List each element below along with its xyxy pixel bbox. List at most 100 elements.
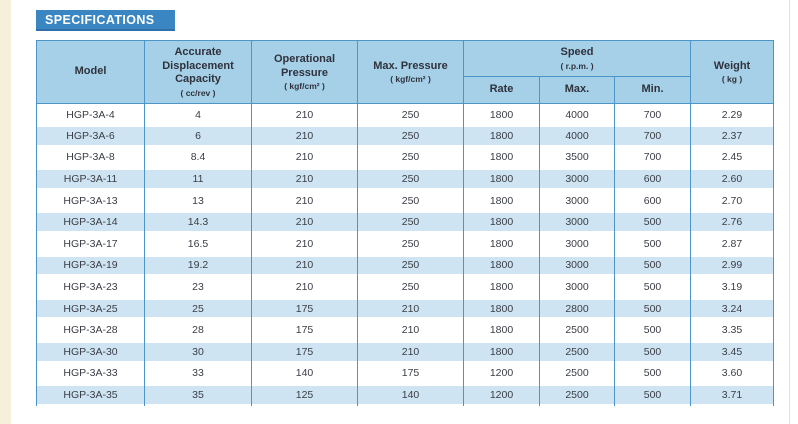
col-header-speed-rate-label: Rate: [489, 83, 514, 96]
col-header-speed-label: Speed: [560, 46, 594, 59]
cell-speed-rate: 1200: [463, 362, 540, 385]
cell-speed-max: 2500: [539, 362, 615, 385]
cell-operational-pressure: 210: [251, 211, 358, 234]
cell-speed-min: 600: [614, 189, 691, 212]
col-header-max-pressure-label: Max. Pressure: [373, 59, 448, 72]
cell-model: HGP-3A-4: [36, 103, 145, 126]
cell-speed-min: 500: [614, 341, 691, 363]
cell-max-pressure: 175: [357, 362, 464, 385]
col-header-speed-unit: ( r.p.m. ): [560, 60, 594, 71]
cell-speed-max: 4000: [539, 103, 615, 126]
spec-table-body: HGP-3A-4 4 210 250 1800 4000 700 2.29 HG…: [36, 103, 774, 406]
cell-weight: 3.19: [690, 276, 774, 298]
table-row: HGP-3A-30 30 175 210 1800 2500 500 3.45: [36, 341, 774, 363]
table-row: HGP-3A-19 19.2 210 250 1800 3000 500 2.9…: [36, 254, 774, 277]
cell-operational-pressure: 210: [251, 254, 358, 277]
cell-speed-rate: 1800: [463, 297, 540, 320]
cell-operational-pressure: 175: [251, 297, 358, 320]
cell-operational-pressure: 210: [251, 168, 358, 190]
cell-max-pressure: 140: [357, 384, 464, 406]
cell-speed-rate: 1800: [463, 189, 540, 212]
cell-displacement-capacity: 25: [144, 297, 252, 320]
cell-displacement-capacity: 19.2: [144, 254, 252, 277]
cell-max-pressure: 250: [357, 125, 464, 147]
cell-weight: 2.99: [690, 254, 774, 277]
col-header-weight-unit: ( kg ): [721, 74, 743, 85]
cell-operational-pressure: 210: [251, 233, 358, 255]
col-header-displacement-capacity: Accurate Displacement Capacity ( cc/rev …: [144, 40, 252, 104]
cell-displacement-capacity: 6: [144, 125, 252, 147]
col-header-speed-group: Speed ( r.p.m. ): [463, 40, 691, 77]
cell-max-pressure: 210: [357, 341, 464, 363]
cell-operational-pressure: 210: [251, 146, 358, 169]
col-header-speed-min: Min.: [614, 76, 691, 104]
cell-operational-pressure: 140: [251, 362, 358, 385]
col-header-speed-min-label: Min.: [641, 83, 664, 96]
cell-displacement-capacity: 14.3: [144, 211, 252, 234]
cell-displacement-capacity: 8.4: [144, 146, 252, 169]
cell-operational-pressure: 125: [251, 384, 358, 406]
cell-speed-max: 3000: [539, 189, 615, 212]
page-left-margin-strip: [0, 0, 11, 424]
page-right-edge-line: [789, 0, 790, 424]
cell-displacement-capacity: 33: [144, 362, 252, 385]
cell-speed-min: 600: [614, 168, 691, 190]
col-header-model-label: Model: [74, 65, 107, 78]
cell-weight: 2.60: [690, 168, 774, 190]
cell-max-pressure: 250: [357, 233, 464, 255]
cell-speed-max: 3000: [539, 254, 615, 277]
cell-speed-min: 500: [614, 254, 691, 277]
cell-displacement-capacity: 30: [144, 341, 252, 363]
cell-weight: 2.76: [690, 211, 774, 234]
cell-operational-pressure: 210: [251, 189, 358, 212]
cell-max-pressure: 250: [357, 146, 464, 169]
cell-speed-min: 700: [614, 103, 691, 126]
specifications-table: Model Accurate Displacement Capacity ( c…: [36, 40, 774, 406]
cell-speed-max: 2500: [539, 384, 615, 406]
cell-speed-min: 700: [614, 146, 691, 169]
cell-speed-max: 3000: [539, 168, 615, 190]
cell-speed-max: 4000: [539, 125, 615, 147]
cell-weight: 3.45: [690, 341, 774, 363]
cell-weight: 2.45: [690, 146, 774, 169]
cell-speed-max: 3500: [539, 146, 615, 169]
col-header-operational-pressure: Operational Pressure ( kgf/cm² ): [251, 40, 358, 104]
cell-max-pressure: 250: [357, 168, 464, 190]
cell-speed-min: 500: [614, 233, 691, 255]
cell-speed-max: 3000: [539, 211, 615, 234]
cell-weight: 2.87: [690, 233, 774, 255]
cell-model: HGP-3A-19: [36, 254, 145, 277]
table-row: HGP-3A-6 6 210 250 1800 4000 700 2.37: [36, 125, 774, 147]
section-title-bar: SPECIFICATIONS: [36, 10, 175, 31]
cell-weight: 3.35: [690, 319, 774, 342]
cell-max-pressure: 250: [357, 276, 464, 298]
section-title: SPECIFICATIONS: [45, 12, 155, 27]
cell-displacement-capacity: 4: [144, 103, 252, 126]
cell-operational-pressure: 210: [251, 276, 358, 298]
cell-speed-min: 500: [614, 384, 691, 406]
cell-speed-min: 500: [614, 319, 691, 342]
cell-max-pressure: 210: [357, 319, 464, 342]
table-row: HGP-3A-28 28 175 210 1800 2500 500 3.35: [36, 319, 774, 342]
table-row: HGP-3A-35 35 125 140 1200 2500 500 3.71: [36, 384, 774, 406]
cell-speed-min: 500: [614, 211, 691, 234]
cell-model: HGP-3A-6: [36, 125, 145, 147]
cell-speed-min: 500: [614, 297, 691, 320]
col-header-speed-max-label: Max.: [564, 83, 590, 96]
table-row: HGP-3A-17 16.5 210 250 1800 3000 500 2.8…: [36, 233, 774, 255]
cell-displacement-capacity: 16.5: [144, 233, 252, 255]
cell-operational-pressure: 175: [251, 319, 358, 342]
cell-operational-pressure: 210: [251, 103, 358, 126]
cell-speed-rate: 1800: [463, 211, 540, 234]
cell-displacement-capacity: 11: [144, 168, 252, 190]
col-header-op-pressure-label: Operational Pressure: [273, 52, 336, 79]
cell-model: HGP-3A-14: [36, 211, 145, 234]
col-header-weight: Weight ( kg ): [690, 40, 774, 104]
col-header-op-pressure-unit: ( kgf/cm² ): [284, 81, 325, 92]
cell-weight: 3.24: [690, 297, 774, 320]
cell-displacement-capacity: 35: [144, 384, 252, 406]
cell-operational-pressure: 210: [251, 125, 358, 147]
col-header-speed-rate: Rate: [463, 76, 540, 104]
cell-speed-max: 2500: [539, 319, 615, 342]
table-row: HGP-3A-13 13 210 250 1800 3000 600 2.70: [36, 189, 774, 212]
